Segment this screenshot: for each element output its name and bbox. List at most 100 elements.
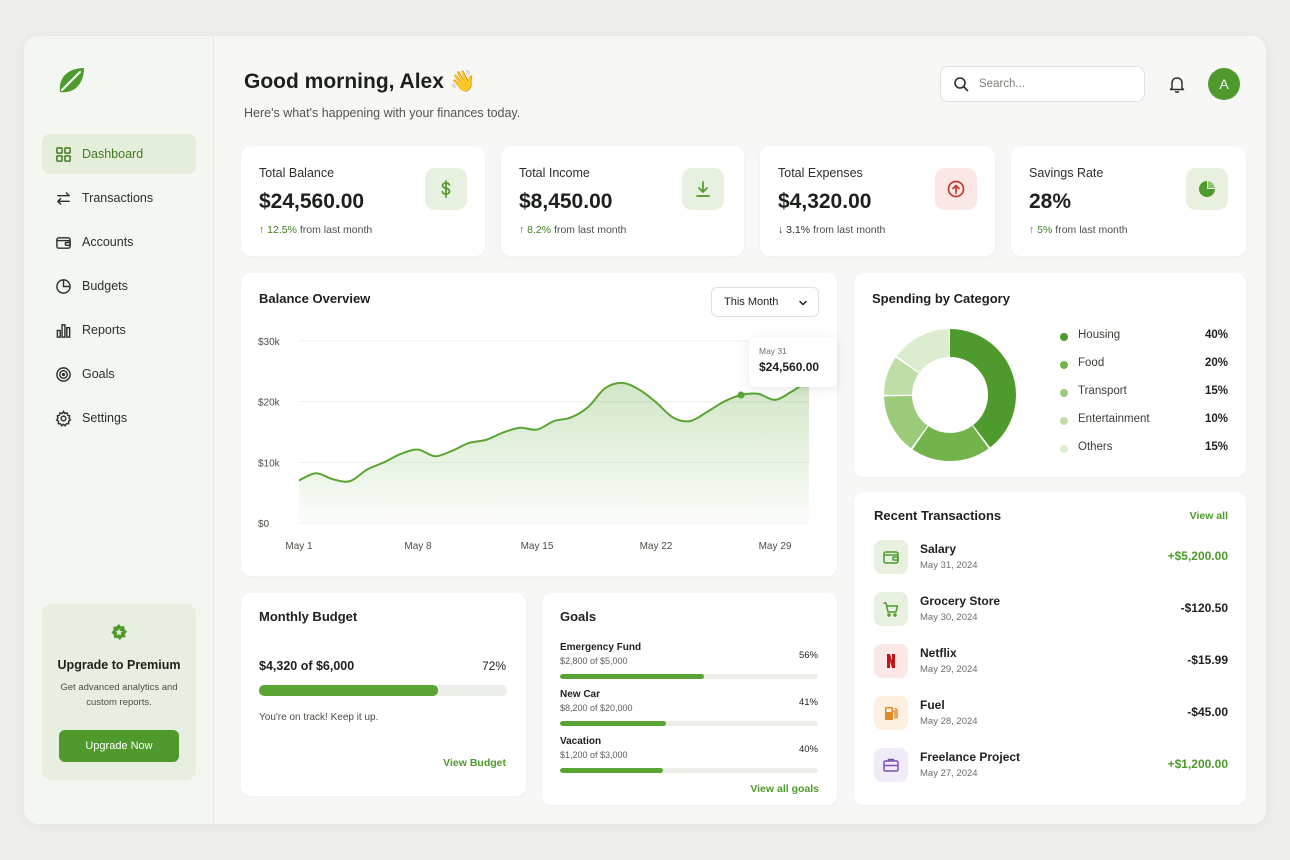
- stat-label: Savings Rate: [1029, 166, 1104, 180]
- data-point: [737, 391, 745, 399]
- view-all-transactions-link[interactable]: View all: [1189, 510, 1228, 522]
- arrow-up-icon: ↑: [519, 224, 525, 236]
- transaction-name: Salary: [920, 542, 957, 556]
- transaction-name: Grocery Store: [920, 594, 1001, 608]
- stat-change-suffix: from last month: [299, 224, 373, 236]
- bell-icon[interactable]: [1167, 74, 1187, 94]
- sidebar-item-label: Transactions: [82, 191, 154, 205]
- premium-card: Upgrade to Premium Get advanced analytic…: [42, 604, 196, 780]
- balance-chart[interactable]: $0 $10k $20k $30k May 1 May 8 May 15 May 22 May …: [241, 273, 837, 576]
- sidebar-item-label: Goals: [82, 367, 115, 381]
- legend-item-housing: Housing 40%: [1060, 329, 1228, 345]
- upgrade-now-button[interactable]: Upgrade Now: [59, 730, 179, 762]
- transaction-date: May 30, 2024: [920, 612, 978, 623]
- stat-change-pct: 3.1%: [786, 224, 811, 236]
- goal-item-vacation[interactable]: Vacation $1,200 of $3,000 40%: [560, 736, 818, 776]
- legend-name: Entertainment: [1078, 413, 1150, 425]
- goal-pct: 41%: [798, 697, 818, 708]
- legend-pct: 20%: [1204, 357, 1228, 369]
- sidebar-item-budgets[interactable]: Budgets: [42, 266, 196, 306]
- grid-icon: [54, 145, 72, 163]
- stat-card-total-income: Total Income $8,450.00 ↑ 8.2% from last …: [501, 146, 744, 256]
- budget-progress-fill: [259, 685, 438, 696]
- sidebar-item-label: Budgets: [82, 279, 128, 293]
- sidebar-item-accounts[interactable]: Accounts: [42, 222, 196, 262]
- premium-title: Upgrade to Premium: [57, 658, 181, 672]
- transaction-name: Fuel: [920, 698, 945, 712]
- avatar[interactable]: A: [1208, 68, 1240, 100]
- transaction-row[interactable]: Freelance Project May 27, 2024 +$1,200.0…: [874, 746, 1228, 786]
- transaction-date: May 29, 2024: [920, 664, 978, 675]
- monthly-budget-card: Monthly Budget $4,320 of $6,000 72% You'…: [241, 593, 526, 796]
- x-tick-label: May 8: [404, 541, 432, 552]
- recent-transactions-card: Recent Transactions View all Salary May …: [854, 492, 1246, 805]
- goal-progress-bar: [560, 768, 818, 773]
- stat-change-suffix: from last month: [813, 224, 886, 236]
- transaction-amount: -$45.00: [1187, 705, 1228, 719]
- sidebar-item-transactions[interactable]: Transactions: [42, 178, 196, 218]
- arrow-down-icon: ↓: [778, 224, 784, 236]
- legend-dot: [1060, 361, 1068, 369]
- goal-item-emergency-fund[interactable]: Emergency Fund $2,800 of $5,000 56%: [560, 642, 818, 682]
- goal-amount: $2,800 of $5,000: [560, 656, 628, 666]
- sidebar-item-label: Dashboard: [82, 147, 144, 161]
- legend-dot: [1060, 333, 1068, 341]
- gear-icon: [54, 409, 72, 427]
- spending-donut-chart[interactable]: [880, 325, 1020, 465]
- leaf-logo-icon[interactable]: [54, 64, 88, 98]
- transaction-row[interactable]: Fuel May 28, 2024 -$45.00: [874, 694, 1228, 734]
- transaction-row[interactable]: Salary May 31, 2024 +$5,200.00: [874, 538, 1228, 578]
- legend-pct: 40%: [1204, 329, 1228, 341]
- search-input[interactable]: [979, 78, 1129, 90]
- sidebar-item-label: Settings: [82, 411, 128, 425]
- sidebar-item-goals[interactable]: Goals: [42, 354, 196, 394]
- search-box[interactable]: [940, 66, 1145, 102]
- goal-progress-fill: [560, 721, 666, 726]
- transaction-amount: +$1,200.00: [1167, 757, 1228, 771]
- sidebar-item-dashboard[interactable]: Dashboard: [42, 134, 196, 174]
- y-tick-label: $20k: [258, 398, 281, 409]
- area-fill: [299, 380, 809, 523]
- goal-progress-fill: [560, 674, 705, 679]
- legend-name: Housing: [1078, 329, 1121, 341]
- budget-message: You're on track! Keep it up.: [259, 712, 379, 723]
- x-tick-label: May 1: [285, 541, 313, 552]
- donut-slice-housing[interactable]: [884, 329, 1016, 461]
- stat-change-pct: 5%: [1037, 224, 1053, 236]
- period-select[interactable]: This Month: [711, 287, 819, 317]
- sidebar-item-reports[interactable]: Reports: [42, 310, 196, 350]
- goal-progress-bar: [560, 674, 818, 679]
- goal-name: New Car: [560, 689, 601, 700]
- stat-change: ↑ 5% from last month: [1029, 224, 1128, 236]
- sidebar-item-label: Accounts: [82, 235, 134, 249]
- dollar-icon: [425, 168, 467, 210]
- chart-tooltip: May 31 $24,560.00: [749, 337, 837, 387]
- goal-item-new-car[interactable]: New Car $8,200 of $20,000 41%: [560, 689, 818, 729]
- transaction-row[interactable]: Grocery Store May 30, 2024 -$120.50: [874, 590, 1228, 630]
- cart-icon: [874, 592, 908, 626]
- stat-value: $8,450.00: [519, 190, 613, 213]
- transaction-date: May 28, 2024: [920, 716, 978, 727]
- download-icon: [682, 168, 724, 210]
- stat-label: Total Income: [519, 166, 590, 180]
- page-title: Good morning, Alex 👋: [244, 70, 476, 93]
- legend-dot: [1060, 417, 1068, 425]
- stat-value: 28%: [1029, 190, 1072, 213]
- y-tick-label: $10k: [258, 458, 281, 469]
- pie-icon: [54, 277, 72, 295]
- x-tick-label: May 29: [759, 541, 792, 552]
- view-budget-link[interactable]: View Budget: [443, 757, 506, 769]
- stat-value: $4,320.00: [778, 190, 872, 213]
- period-select-value: This Month: [724, 296, 779, 308]
- transaction-row[interactable]: Netflix May 29, 2024 -$15.99: [874, 642, 1228, 682]
- view-all-goals-link[interactable]: View all goals: [750, 783, 819, 795]
- card-title: Monthly Budget: [259, 609, 358, 624]
- sidebar-item-settings[interactable]: Settings: [42, 398, 196, 438]
- donut-slice-food[interactable]: [884, 329, 1016, 461]
- stat-label: Total Expenses: [778, 166, 863, 180]
- arrow-up-icon: ↑: [259, 224, 265, 236]
- y-tick-label: $30k: [258, 337, 281, 348]
- y-tick-label: $0: [258, 519, 270, 530]
- legend-pct: 15%: [1204, 385, 1228, 397]
- goal-amount: $8,200 of $20,000: [560, 703, 633, 713]
